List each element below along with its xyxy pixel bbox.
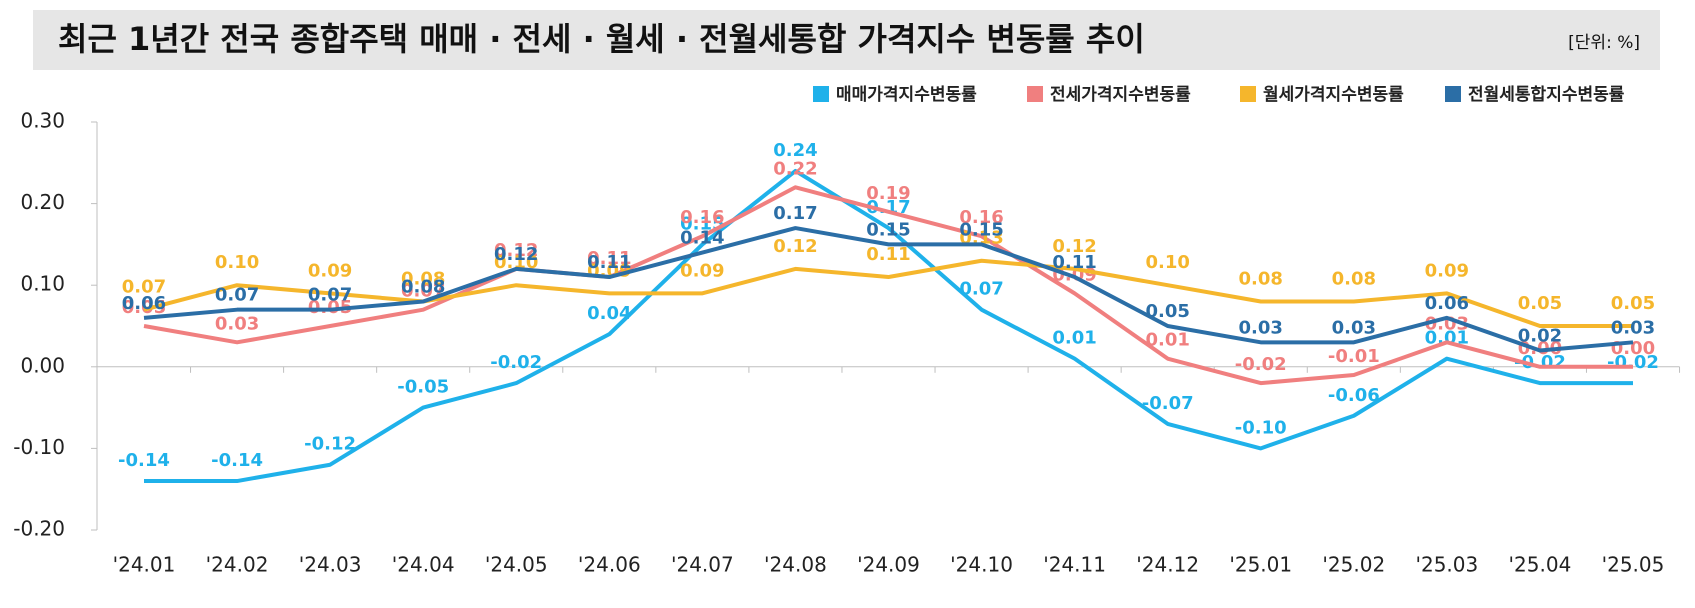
data-label: -0.14 (118, 450, 170, 471)
data-label: 0.11 (587, 248, 631, 269)
data-label: 0.08 (401, 269, 445, 290)
x-tick-label: '24.03 (299, 553, 362, 577)
data-label: 0.03 (1239, 317, 1283, 338)
data-label: 0.16 (959, 207, 1003, 228)
legend-label: 전월세통합지수변동률 (1468, 84, 1625, 105)
x-tick-label: '24.08 (764, 553, 827, 577)
x-tick-label: '25.01 (1229, 553, 1292, 577)
data-label: 0.05 (308, 297, 352, 318)
data-label: 0.12 (773, 236, 817, 257)
data-label: -0.06 (1328, 385, 1380, 406)
data-label: -0.02 (490, 352, 542, 373)
data-label: 0.00 (1518, 338, 1562, 359)
data-label: 0.03 (1611, 317, 1655, 338)
legend-swatch (1240, 86, 1256, 102)
legend-swatch (813, 86, 829, 102)
x-tick-label: '24.06 (578, 553, 641, 577)
data-label: 0.09 (1425, 260, 1469, 281)
data-label: 0.10 (215, 252, 259, 273)
data-label: 0.07 (122, 277, 166, 298)
data-label: 0.06 (122, 293, 166, 314)
title-bar (33, 10, 1660, 70)
data-label: 0.11 (866, 244, 910, 265)
data-label: 0.00 (1611, 338, 1655, 359)
series-line (143, 185, 1633, 386)
data-label: 0.07 (959, 279, 1003, 300)
data-label: -0.12 (304, 434, 356, 455)
unit-label: [단위: %] (1568, 33, 1640, 53)
data-label: -0.02 (1235, 354, 1287, 375)
data-label: -0.14 (211, 450, 263, 471)
x-tick-label: '25.02 (1322, 553, 1385, 577)
y-tick-label: -0.20 (13, 517, 65, 541)
data-label: 0.22 (773, 158, 817, 179)
data-label: 0.08 (1332, 269, 1376, 290)
legend-label: 월세가격지수변동률 (1263, 85, 1404, 105)
x-tick-label: '25.04 (1509, 553, 1572, 577)
data-label: 0.06 (1425, 293, 1469, 314)
x-tick-label: '24.12 (1136, 553, 1199, 577)
legend-swatch (1027, 86, 1043, 102)
data-label: 0.04 (587, 303, 631, 324)
series-line (144, 168, 1633, 484)
data-label: 0.11 (587, 252, 631, 273)
data-label: 0.12 (494, 244, 538, 265)
data-label: 0.09 (680, 260, 724, 281)
data-label: 0.12 (494, 240, 538, 261)
data-label: -0.10 (1235, 417, 1287, 438)
data-label: -0.07 (1142, 393, 1194, 414)
data-label: 0.15 (959, 219, 1003, 240)
data-label: 0.03 (1425, 313, 1469, 334)
data-label: 0.05 (1145, 301, 1189, 322)
data-label: 0.08 (1239, 269, 1283, 290)
y-tick-label: 0.00 (20, 353, 65, 377)
x-tick-label: '24.10 (950, 553, 1013, 577)
data-label: 0.07 (215, 285, 259, 306)
x-tick-label: '24.02 (206, 553, 269, 577)
y-tick-label: 0.10 (20, 272, 65, 296)
data-label: 0.08 (401, 277, 445, 298)
series-line (143, 258, 1633, 328)
legend-label: 매매가격지수변동률 (836, 85, 977, 105)
data-label: 0.16 (680, 207, 724, 228)
data-label: 0.14 (680, 228, 724, 249)
x-tick-label: '24.01 (113, 553, 176, 577)
data-label: 0.15 (866, 219, 910, 240)
data-label: 0.05 (1611, 293, 1655, 314)
y-tick-label: 0.30 (20, 109, 65, 133)
data-label: 0.01 (1145, 330, 1189, 351)
x-tick-label: '24.11 (1043, 553, 1106, 577)
data-label: 0.19 (866, 183, 910, 204)
data-label: 0.17 (773, 203, 817, 224)
legend-label: 전세가격지수변동률 (1050, 85, 1191, 105)
series-line (143, 226, 1634, 353)
data-label: 0.05 (122, 297, 166, 318)
data-label: 0.05 (1518, 293, 1562, 314)
x-tick-label: '24.07 (671, 553, 734, 577)
x-tick-label: '24.09 (857, 553, 920, 577)
data-label: 0.01 (1052, 328, 1096, 349)
data-label: 0.02 (1518, 325, 1562, 346)
data-label: 0.07 (308, 285, 352, 306)
data-label: 0.03 (1332, 317, 1376, 338)
data-label: 0.11 (1052, 252, 1096, 273)
data-label: -0.05 (397, 377, 449, 398)
y-tick-label: -0.10 (13, 435, 65, 459)
x-tick-label: '24.04 (392, 553, 455, 577)
legend-swatch (1445, 86, 1461, 102)
data-label: 0.03 (215, 313, 259, 334)
x-tick-label: '25.05 (1602, 553, 1665, 577)
data-label: 0.09 (308, 260, 352, 281)
chart-title: 최근 1년간 전국 종합주택 매매 · 전세 · 월세 · 전월세통합 가격지수… (58, 20, 1145, 58)
x-tick-label: '25.03 (1415, 553, 1478, 577)
data-label: -0.01 (1328, 346, 1380, 367)
y-tick-label: 0.20 (20, 190, 65, 214)
data-label: 0.12 (1052, 236, 1096, 257)
x-tick-label: '24.05 (485, 553, 548, 577)
data-label: 0.10 (1145, 252, 1189, 273)
data-label: 0.24 (773, 140, 817, 161)
